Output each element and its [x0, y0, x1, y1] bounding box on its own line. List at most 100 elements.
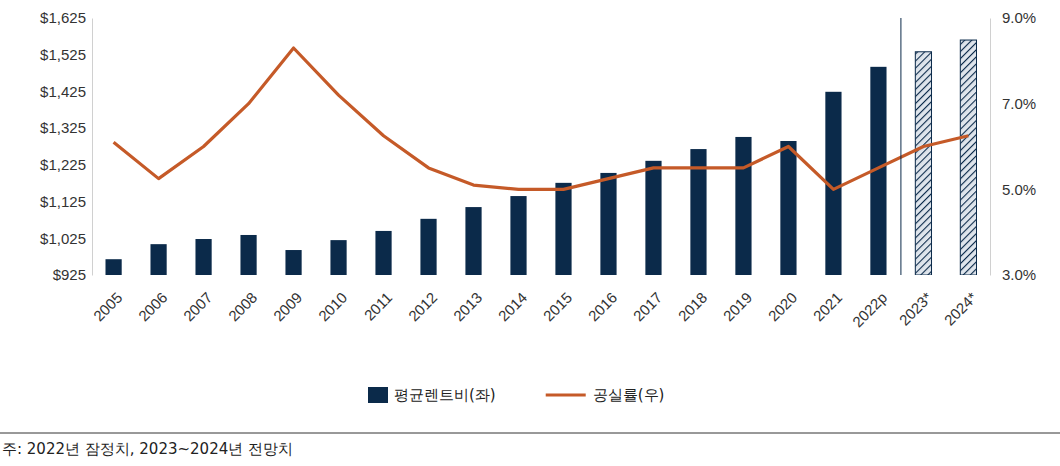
tick-label: 2022p — [849, 289, 891, 331]
bar — [510, 196, 526, 275]
axis-line — [92, 19, 93, 276]
bar — [600, 173, 616, 275]
tick: $1,225 — [40, 156, 92, 173]
tick-label: 2006 — [135, 289, 171, 325]
tick: $1,325 — [40, 119, 92, 136]
tick: 2020 — [765, 275, 801, 324]
tick-label: 2016 — [585, 289, 621, 325]
y2-axis: 3.0% 5.0% 7.0% 9.0% — [990, 9, 1036, 283]
tick-label: 2018 — [675, 289, 711, 325]
tick: 2005 — [90, 275, 126, 324]
legend-label: 평균렌트비(좌) — [394, 386, 496, 404]
tick: 3.0% — [990, 266, 1036, 283]
tick-label: 2014 — [495, 289, 531, 325]
bar — [195, 239, 211, 275]
tick: $925 — [53, 266, 92, 283]
tick-label: $1,625 — [40, 9, 86, 26]
tick-label: 9.0% — [1002, 9, 1036, 26]
bar — [780, 141, 796, 275]
tick: 2022p — [849, 275, 891, 330]
tick: 2012 — [405, 275, 441, 324]
tick: 2008 — [225, 275, 261, 324]
bar — [420, 219, 436, 275]
axis-line — [93, 275, 991, 276]
tick-label: 5.0% — [1002, 181, 1036, 198]
tick: 2018 — [675, 275, 711, 324]
bar — [960, 40, 976, 275]
tick-label: 2010 — [315, 289, 351, 325]
bar — [465, 207, 481, 275]
tick-label: 2019 — [720, 289, 756, 325]
tick-label: 2011 — [361, 289, 396, 324]
tick: $1,025 — [40, 230, 92, 247]
legend: 평균렌트비(좌) 공실률(우) — [368, 386, 664, 404]
tick-label: $1,025 — [40, 230, 86, 247]
tick-label: 2021 — [810, 289, 846, 325]
chart: $925 $1,025 $1,125 $1,225 $1,325 $1,425 $1,525… — [0, 0, 1060, 466]
line — [114, 48, 969, 189]
tick: 9.0% — [990, 9, 1036, 26]
tick: 2007 — [180, 275, 216, 324]
bar — [555, 183, 571, 275]
tick-label: 2009 — [270, 289, 306, 325]
legend-label: 공실률(우) — [593, 386, 665, 404]
y-axis: $925 $1,025 $1,125 $1,225 $1,325 $1,425 $1,525… — [40, 9, 92, 283]
tick-label: 2015 — [540, 289, 576, 325]
tick-label: $925 — [53, 266, 86, 283]
tick-label: 2013 — [450, 289, 486, 325]
tick-label: $1,125 — [40, 193, 86, 210]
bar — [150, 244, 166, 275]
tick: 2014 — [495, 275, 531, 324]
axis-line — [990, 19, 991, 276]
tick-label: 2024* — [940, 289, 980, 329]
tick: 2023* — [895, 275, 935, 329]
tick: 7.0% — [990, 95, 1036, 112]
footnote-rule — [0, 433, 1060, 434]
tick-label: 2020 — [765, 289, 801, 325]
tick-label: $1,325 — [40, 119, 86, 136]
x-axis: 200520062007200820092010 2011 201220132014… — [90, 275, 991, 330]
footnote: 주: 2022년 잠정치, 2023~2024년 전망치 — [2, 440, 293, 458]
tick: $1,625 — [40, 9, 92, 26]
tick-label: 2007 — [180, 289, 216, 325]
bar — [105, 259, 121, 275]
tick-label: 2017 — [630, 289, 666, 325]
tick-label: 3.0% — [1002, 266, 1036, 283]
tick: $1,125 — [40, 193, 92, 210]
tick: 2021 — [810, 275, 846, 324]
bar — [240, 235, 256, 275]
legend-item: 공실률(우) — [546, 386, 665, 404]
bar — [375, 231, 391, 275]
tick: 2013 — [450, 275, 486, 324]
forecast-separator — [900, 18, 901, 275]
tick: 2010 — [315, 275, 351, 324]
tick: 2015 — [540, 275, 576, 324]
bar — [915, 52, 931, 275]
tick-label: 2012 — [405, 289, 441, 325]
tick-label: 2023* — [895, 289, 935, 329]
tick: 5.0% — [990, 181, 1036, 198]
tick: 2016 — [585, 275, 621, 324]
tick: 2006 — [135, 275, 171, 324]
tick: 2009 — [270, 275, 306, 324]
tick-label: 2005 — [90, 289, 126, 325]
legend-item: 평균렌트비(좌) — [368, 386, 496, 404]
bar — [285, 250, 301, 275]
legend-swatch — [546, 393, 586, 396]
tick-label: $1,225 — [40, 156, 86, 173]
bar — [735, 137, 751, 275]
tick-label: $1,525 — [40, 46, 86, 63]
bar — [330, 240, 346, 275]
tick: 2017 — [630, 275, 666, 324]
legend-swatch — [368, 387, 388, 403]
marks — [105, 40, 976, 275]
tick: $1,425 — [40, 83, 92, 100]
tick: 2024* — [940, 275, 980, 329]
tick: 2019 — [720, 275, 756, 324]
tick-label: 2008 — [225, 289, 261, 325]
bar — [645, 161, 661, 275]
tick: 2011 — [361, 275, 396, 324]
tick: $1,525 — [40, 46, 92, 63]
tick-label: 7.0% — [1002, 95, 1036, 112]
tick-label: $1,425 — [40, 83, 86, 100]
